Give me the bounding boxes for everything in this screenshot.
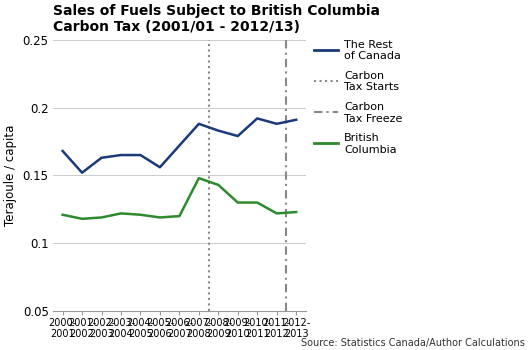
Text: Source: Statistics Canada/Author Calculations: Source: Statistics Canada/Author Calcula… <box>301 338 525 348</box>
Legend: The Rest
of Canada, Carbon
Tax Starts, Carbon
Tax Freeze, British
Columbia: The Rest of Canada, Carbon Tax Starts, C… <box>314 40 402 155</box>
Text: Sales of Fuels Subject to British Columbia
Carbon Tax (2001/01 - 2012/13): Sales of Fuels Subject to British Columb… <box>53 4 380 34</box>
Y-axis label: Terajoule / capita: Terajoule / capita <box>4 125 17 226</box>
